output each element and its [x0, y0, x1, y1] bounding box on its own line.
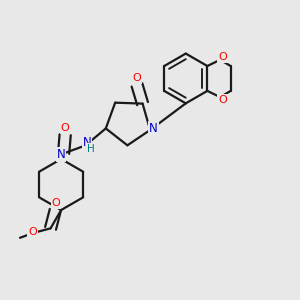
Text: N: N [56, 148, 65, 161]
Text: O: O [218, 94, 227, 105]
Text: H: H [87, 144, 95, 154]
Text: O: O [52, 199, 60, 208]
Text: O: O [132, 73, 141, 83]
Text: O: O [61, 123, 70, 133]
Text: N: N [83, 136, 92, 149]
Text: N: N [149, 122, 158, 135]
Text: O: O [28, 227, 37, 237]
Text: O: O [218, 52, 227, 62]
